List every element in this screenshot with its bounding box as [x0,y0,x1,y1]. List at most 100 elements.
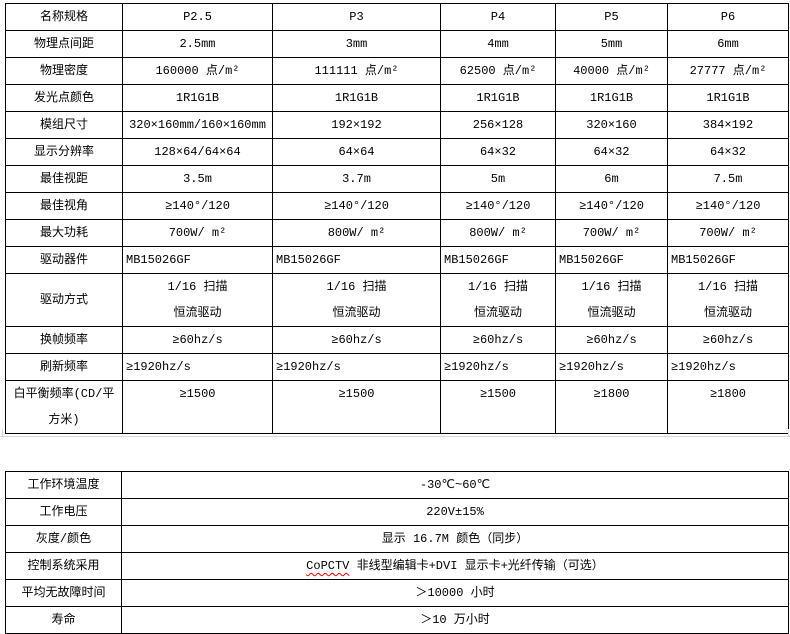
info-value-cell: ＞10000 小时 [121,579,789,607]
spec-value-cell: ≥140°/120 [122,192,273,220]
spec-value-cell: 6m [555,165,668,193]
spec-value-cell: ≥1800 [555,380,668,434]
spec-value-cell: 1/16 扫描 恒流驱动 [440,273,556,327]
spec-value-cell: 320×160mm/160×160mm [122,111,273,139]
spec-value-cell: 1R1G1B [272,84,441,112]
info-value-cell: 显示 16.7M 颜色（同步） [121,525,789,553]
table-row: 白平衡频率(CD/平方米) ≥1500 ≥1500 ≥1500 ≥1800 ≥1… [5,380,789,434]
spec-value-cell: 1R1G1B [555,84,668,112]
spec-row-label: 驱动方式 [5,273,123,327]
spec-value-cell: ≥140°/120 [440,192,556,220]
spec-col-header: P3 [272,3,441,31]
spec-value-cell: 111111 点/m² [272,57,441,85]
spec-value-cell: 40000 点/m² [555,57,668,85]
operating-info-table: 工作环境温度 -30℃~60℃ 工作电压 220V±15% 灰度/颜色 显示 1… [5,471,789,634]
table-row: 驱动方式 1/16 扫描 恒流驱动 1/16 扫描 恒流驱动 1/16 扫描 恒… [5,273,789,327]
table-row: 发光点颜色 1R1G1B 1R1G1B 1R1G1B 1R1G1B 1R1G1B [5,84,789,112]
spec-value-cell: ≥60hz/s [440,326,556,354]
spec-row-label: 物理点间距 [5,30,123,58]
spec-value-cell: ≥1800 [667,380,789,434]
spec-value-cell: MB15026GF [122,246,273,274]
spec-row-label: 换帧频率 [5,326,123,354]
spellcheck-word: CoPCTV [306,559,350,573]
spec-value-cell: 320×160 [555,111,668,139]
info-row-label: 控制系统采用 [5,552,122,580]
spec-value-cell: 128×64/64×64 [122,138,273,166]
spec-value-cell: ≥1920hz/s [440,353,556,381]
table-row: 物理密度 160000 点/m² 111111 点/m² 62500 点/m² … [5,57,789,85]
spec-value-cell: 5mm [555,30,668,58]
spec-col-header: P5 [555,3,668,31]
info-value-rest: 非线型编辑卡+DVI 显示卡+光纤传输（可选） [349,559,604,573]
spec-value-cell: MB15026GF [272,246,441,274]
spec-value-cell: 3mm [272,30,441,58]
spec-value-cell: ≥1500 [272,380,441,434]
spec-value-cell: 5m [440,165,556,193]
table-row: 换帧频率 ≥60hz/s ≥60hz/s ≥60hz/s ≥60hz/s ≥60… [5,326,789,354]
spec-value-cell: 1/16 扫描 恒流驱动 [555,273,668,327]
spec-value-cell: 1/16 扫描 恒流驱动 [272,273,441,327]
spec-value-cell: 6mm [667,30,789,58]
spec-value-cell: 64×64 [272,138,441,166]
table-row: 工作电压 220V±15% [5,498,789,526]
spec-row-label: 最佳视角 [5,192,123,220]
info-row-label: 工作环境温度 [5,471,122,499]
spec-row-label: 驱动器件 [5,246,123,274]
spec-col-header: P6 [667,3,789,31]
spec-row-label: 物理密度 [5,57,123,85]
spec-value-cell: 1/16 扫描 恒流驱动 [122,273,273,327]
table-row: 平均无故障时间 ＞10000 小时 [5,579,789,607]
spec-row-label: 显示分辨率 [5,138,123,166]
spec-value-cell: ≥60hz/s [555,326,668,354]
spec-value-cell: MB15026GF [440,246,556,274]
spec-value-cell: 1R1G1B [122,84,273,112]
spec-value-cell: ≥140°/120 [272,192,441,220]
led-spec-table: 名称规格 P2.5 P3 P4 P5 P6 物理点间距 2.5mm 3mm 4m… [5,3,789,434]
spec-row-label: 模组尺寸 [5,111,123,139]
info-value-cell: -30℃~60℃ [121,471,789,499]
spec-value-cell: 62500 点/m² [440,57,556,85]
spec-value-cell: ≥60hz/s [272,326,441,354]
spec-value-cell: ≥140°/120 [667,192,789,220]
spec-col-header: 名称规格 [5,3,123,31]
spec-header-row: 名称规格 P2.5 P3 P4 P5 P6 [5,3,789,31]
spec-value-cell: 1/16 扫描 恒流驱动 [667,273,789,327]
spec-value-cell: 27777 点/m² [667,57,789,85]
spec-value-cell: 64×32 [440,138,556,166]
table-row: 工作环境温度 -30℃~60℃ [5,471,789,499]
spec-value-cell: 3.7m [272,165,441,193]
spec-col-header: P4 [440,3,556,31]
table-row: 模组尺寸 320×160mm/160×160mm 192×192 256×128… [5,111,789,139]
spec-value-cell: 800W/ m² [272,219,441,247]
spec-value-cell: 4mm [440,30,556,58]
spec-value-cell: ≥1500 [122,380,273,434]
table-row: 物理点间距 2.5mm 3mm 4mm 5mm 6mm [5,30,789,58]
spec-value-cell: ≥1920hz/s [555,353,668,381]
info-row-label: 灰度/颜色 [5,525,122,553]
spec-value-cell: ≥60hz/s [122,326,273,354]
table-row: 寿命 ＞10 万小时 [5,606,789,634]
table-row: 显示分辨率 128×64/64×64 64×64 64×32 64×32 64×… [5,138,789,166]
spec-value-cell: ≥60hz/s [667,326,789,354]
spec-value-cell: 64×32 [555,138,668,166]
spec-value-cell: 1R1G1B [667,84,789,112]
table-row: 驱动器件 MB15026GF MB15026GF MB15026GF MB150… [5,246,789,274]
spec-value-cell: ≥140°/120 [555,192,668,220]
spec-col-header: P2.5 [122,3,273,31]
table-row: 刷新频率 ≥1920hz/s ≥1920hz/s ≥1920hz/s ≥1920… [5,353,789,381]
info-value-cell: ＞10 万小时 [121,606,789,634]
spec-row-label: 白平衡频率(CD/平方米) [5,380,123,434]
spec-value-cell: 160000 点/m² [122,57,273,85]
spec-value-cell: 384×192 [667,111,789,139]
spec-row-label: 发光点颜色 [5,84,123,112]
spec-value-cell: 700W/ m² [555,219,668,247]
spec-value-cell: 700W/ m² [667,219,789,247]
spec-value-cell: ≥1920hz/s [667,353,789,381]
spec-value-cell: ≥1920hz/s [122,353,273,381]
spec-value-cell: 1R1G1B [440,84,556,112]
table-row: 最佳视角 ≥140°/120 ≥140°/120 ≥140°/120 ≥140°… [5,192,789,220]
spec-value-cell: 2.5mm [122,30,273,58]
spec-value-cell: 256×128 [440,111,556,139]
info-row-label: 平均无故障时间 [5,579,122,607]
spec-value-cell: 800W/ m² [440,219,556,247]
